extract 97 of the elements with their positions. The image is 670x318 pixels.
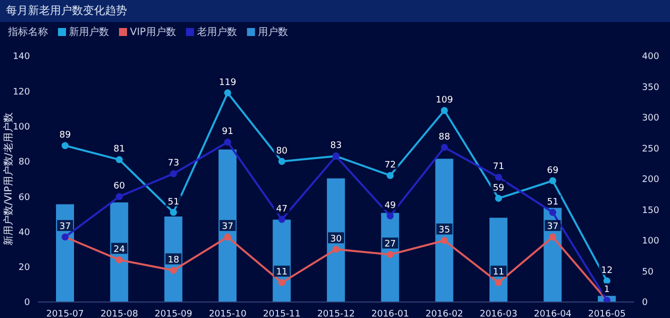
- bar: [326, 178, 345, 302]
- y-axis-title: 新用户数/VIP用户数/老用户数: [2, 112, 15, 246]
- point: [440, 106, 448, 114]
- point: [549, 233, 556, 240]
- y-tick-label: 60: [18, 192, 30, 203]
- y-tick-label: 40: [18, 228, 30, 238]
- y2-tick-label: 400: [642, 52, 660, 62]
- legend-label: 用户数: [258, 26, 288, 39]
- data-label: 49: [384, 200, 396, 211]
- y2-tick-label: 150: [642, 206, 660, 216]
- y-tick-label: 120: [12, 87, 30, 98]
- y-tick-label: 140: [12, 52, 30, 62]
- point: [386, 251, 394, 258]
- data-label: 60: [114, 182, 126, 192]
- legend-label: 老用户数: [196, 26, 237, 39]
- x-tick-label: 2016-05: [588, 309, 626, 318]
- x-tick-label: 2015-11: [263, 309, 301, 318]
- y2-tick-label: 250: [642, 144, 660, 154]
- data-label: 30: [330, 234, 342, 244]
- point: [495, 194, 502, 202]
- data-label: 1: [604, 285, 610, 296]
- x-tick-label: 2015-12: [317, 309, 355, 318]
- point: [170, 266, 177, 274]
- data-label: 27: [384, 240, 396, 250]
- point: [495, 174, 502, 181]
- point: [386, 212, 394, 220]
- data-label: 88: [438, 132, 450, 142]
- x-tick-label: 2016-01: [371, 309, 409, 318]
- y2-tick-label: 0: [642, 298, 648, 308]
- x-tick-label: 2015-08: [100, 309, 138, 318]
- x-tick-label: 2016-04: [534, 309, 572, 318]
- data-label: 37: [59, 222, 71, 232]
- data-label: 12: [601, 266, 613, 276]
- data-label: 81: [114, 144, 125, 155]
- legend-label: VIP用户数: [130, 26, 176, 39]
- data-label: 24: [114, 244, 126, 255]
- point: [332, 246, 340, 253]
- data-label: 80: [276, 146, 288, 156]
- x-tick-label: 2015-07: [46, 309, 84, 318]
- data-label: 47: [276, 204, 288, 214]
- data-label: 11: [492, 268, 504, 278]
- legend-label: 新用户数: [69, 26, 109, 39]
- point: [116, 193, 123, 200]
- point: [603, 277, 610, 284]
- data-label: 59: [492, 183, 505, 194]
- bar: [56, 204, 74, 302]
- x-tick-label: 2016-03: [480, 309, 518, 318]
- data-label: 37: [547, 222, 558, 232]
- data-label: 73: [168, 158, 180, 169]
- data-label: 69: [547, 166, 559, 176]
- data-label: 71: [492, 162, 504, 172]
- y-tick-label: 20: [18, 263, 30, 274]
- point: [386, 172, 394, 179]
- chart-title: 每月新老用户数变化趋势: [0, 0, 670, 22]
- y-tick-label: 80: [18, 158, 30, 168]
- data-label: 18: [168, 255, 180, 266]
- point: [116, 256, 123, 264]
- point: [440, 237, 448, 244]
- data-label: 51: [547, 197, 558, 208]
- y2-tick-label: 100: [642, 236, 660, 247]
- legend-title: 指标名称: [8, 26, 48, 39]
- data-label: 119: [219, 78, 236, 88]
- y2-tick-label: 200: [642, 175, 660, 186]
- point: [116, 156, 123, 164]
- data-label: 83: [330, 141, 342, 152]
- bar: [110, 202, 128, 302]
- data-label: 11: [276, 268, 288, 278]
- data-label: 35: [438, 226, 450, 236]
- x-tick-label: 2015-09: [154, 309, 193, 318]
- point: [549, 208, 556, 216]
- y2-tick-label: 50: [642, 267, 654, 278]
- x-tick-label: 2016-02: [426, 309, 464, 318]
- y2-tick-label: 300: [642, 114, 660, 124]
- bar: [218, 149, 237, 302]
- point: [170, 208, 177, 216]
- point: [495, 279, 502, 286]
- point: [278, 279, 286, 286]
- data-label: 91: [222, 127, 234, 138]
- data-label: 72: [384, 160, 396, 170]
- data-label: 37: [222, 222, 234, 232]
- x-tick-label: 2015-10: [208, 309, 247, 318]
- point: [278, 216, 286, 223]
- point: [549, 177, 556, 184]
- data-label: 89: [59, 130, 72, 141]
- point: [170, 170, 177, 178]
- point: [224, 233, 232, 240]
- point: [62, 142, 69, 150]
- y-tick-label: 0: [24, 298, 30, 308]
- y-tick-label: 100: [12, 122, 30, 132]
- point: [440, 144, 448, 151]
- point: [278, 158, 286, 165]
- point: [224, 138, 232, 146]
- point: [224, 89, 232, 96]
- data-label: 51: [168, 197, 180, 208]
- y2-tick-label: 350: [642, 82, 660, 93]
- data-label: 109: [436, 95, 454, 106]
- bar: [435, 158, 454, 302]
